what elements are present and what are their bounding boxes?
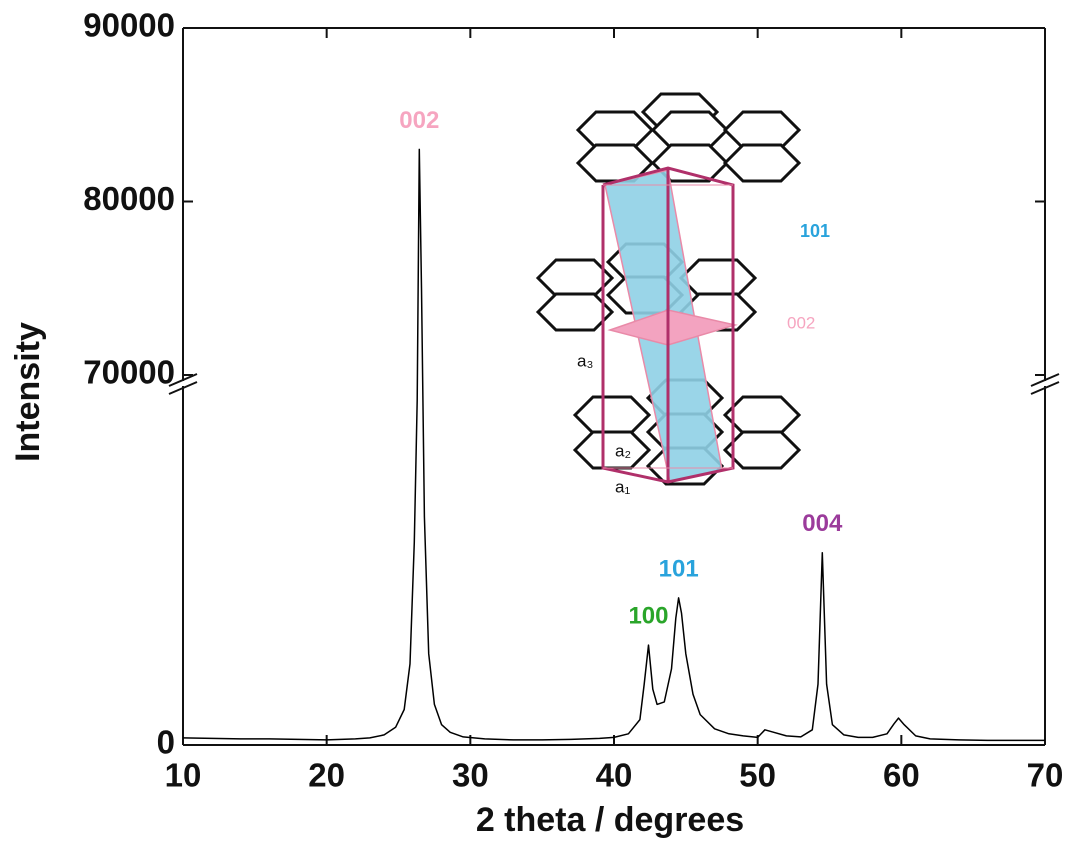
axis-break-mark (168, 381, 198, 395)
x-tick-label: 50 (739, 757, 776, 794)
inset-label: 002 (787, 313, 815, 332)
peak-label: 100 (628, 602, 668, 629)
y-tick-label: 70000 (83, 354, 175, 391)
axis-break-mark (1030, 373, 1060, 387)
hexagon (723, 395, 801, 435)
inset-label: a₁ (615, 477, 630, 496)
plane-002 (607, 309, 738, 346)
inset-diagram: 101 002 a₃ a₂ a₁ (536, 92, 830, 496)
y-axis-title: Intensity (9, 322, 47, 462)
x-tick-label: 20 (308, 757, 345, 794)
y-tick-label: 0 (157, 724, 175, 761)
x-tick-label: 60 (883, 757, 920, 794)
hexagon (723, 430, 801, 470)
hexagon (723, 110, 801, 150)
hexagon (679, 258, 757, 298)
hexagon (576, 110, 654, 150)
peak-label: 004 (802, 510, 843, 537)
hexagon (536, 292, 614, 332)
x-tick-label: 70 (1027, 757, 1064, 794)
y-tick-label: 90000 (83, 7, 175, 44)
inset-label: 101 (800, 221, 830, 241)
hexagon (573, 395, 651, 435)
hexagon (536, 258, 614, 298)
hexagon (723, 143, 801, 183)
inset-label: a₃ (577, 351, 593, 370)
y-tick-label: 80000 (83, 180, 175, 217)
inset-label: a₂ (615, 441, 631, 460)
peak-label: 002 (399, 107, 439, 134)
x-tick-label: 30 (452, 757, 489, 794)
x-axis-title: 2 theta / degrees (476, 801, 744, 839)
x-tick-label: 40 (596, 757, 633, 794)
x-tick-label: 10 (165, 757, 202, 794)
hexagon (573, 430, 651, 470)
axis-break-mark (1030, 381, 1060, 395)
data-line (182, 148, 1045, 742)
hexagon (651, 110, 729, 150)
unit-cell (601, 166, 735, 484)
peak-label: 101 (659, 555, 699, 582)
